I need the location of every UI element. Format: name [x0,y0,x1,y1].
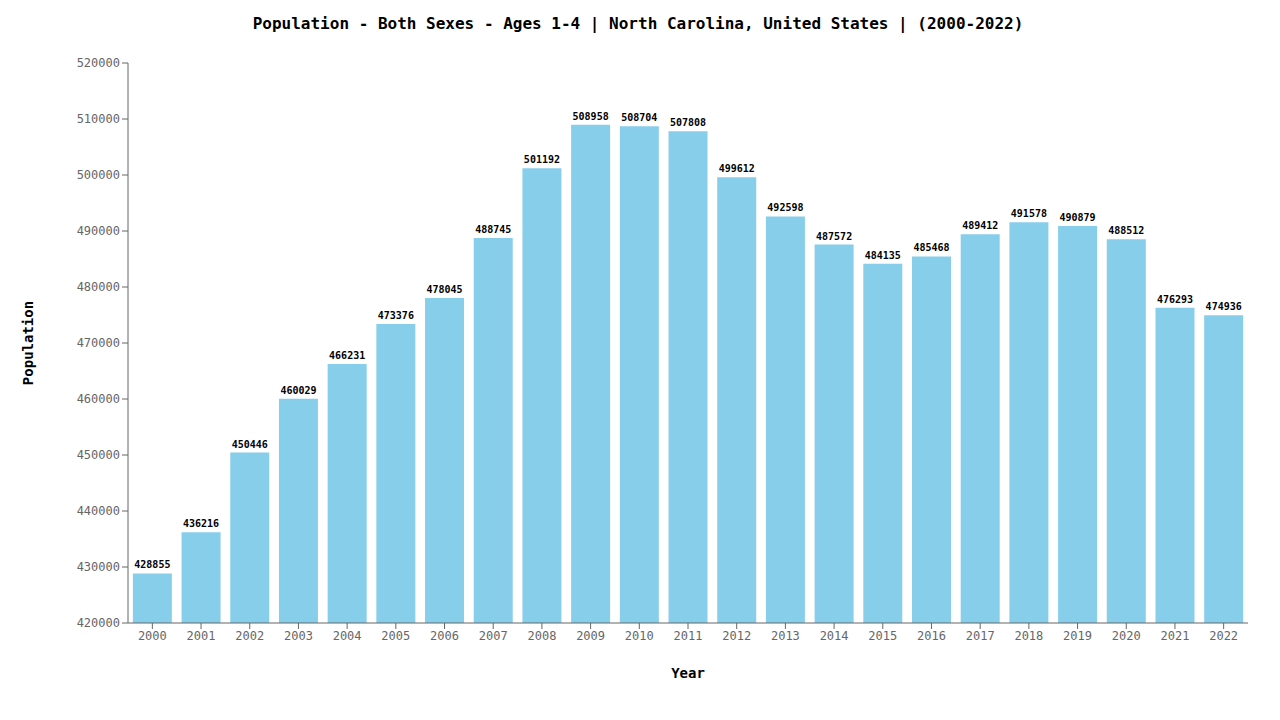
svg-text:491578: 491578 [1011,208,1047,219]
svg-text:428855: 428855 [134,559,170,570]
svg-text:476293: 476293 [1157,294,1193,305]
svg-text:478045: 478045 [426,284,462,295]
svg-text:500000: 500000 [77,168,120,182]
svg-text:490879: 490879 [1060,212,1096,223]
svg-text:488745: 488745 [475,224,511,235]
svg-text:2008: 2008 [527,629,556,643]
svg-text:2018: 2018 [1014,629,1043,643]
svg-text:2002: 2002 [235,629,264,643]
svg-text:501192: 501192 [524,154,560,165]
html-text:Population - Both Sexes - Ages: Population - Both Sexes - Ages 1-4 | Nor… [252,14,1024,33]
svg-text:2020: 2020 [1112,629,1141,643]
svg-text:508704: 508704 [621,112,657,123]
svg-text:2012: 2012 [722,629,751,643]
svg-text:2010: 2010 [625,629,654,643]
svg-text:499612: 499612 [719,163,755,174]
svg-text:2015: 2015 [868,629,897,643]
svg-text:510000: 510000 [77,112,120,126]
svg-text:488512: 488512 [1108,225,1144,236]
svg-text:487572: 487572 [816,231,852,242]
svg-text:2005: 2005 [381,629,410,643]
svg-text:492598: 492598 [767,202,803,213]
svg-text:420000: 420000 [77,616,120,630]
svg-text:2011: 2011 [674,629,703,643]
svg-text:480000: 480000 [77,280,120,294]
svg-text:440000: 440000 [77,504,120,518]
svg-text:430000: 430000 [77,560,120,574]
svg-text:450000: 450000 [77,448,120,462]
svg-text:2014: 2014 [820,629,849,643]
svg-text:Population: Population [20,301,36,385]
svg-text:485468: 485468 [913,242,949,253]
svg-text:2007: 2007 [479,629,508,643]
svg-text:474936: 474936 [1206,301,1242,312]
svg-text:2017: 2017 [966,629,995,643]
svg-text:470000: 470000 [77,336,120,350]
svg-text:2004: 2004 [333,629,362,643]
svg-text:2013: 2013 [771,629,800,643]
svg-text:450446: 450446 [232,439,268,450]
svg-text:466231: 466231 [329,350,365,361]
svg-text:2022: 2022 [1209,629,1238,643]
svg-text:520000: 520000 [77,56,120,70]
svg-text:2006: 2006 [430,629,459,643]
svg-text:2021: 2021 [1161,629,1190,643]
svg-text:2019: 2019 [1063,629,1092,643]
svg-text:2009: 2009 [576,629,605,643]
svg-text:2016: 2016 [917,629,946,643]
svg-text:489412: 489412 [962,220,998,231]
svg-text:460000: 460000 [77,392,120,406]
svg-text:2000: 2000 [138,629,167,643]
svg-text:2003: 2003 [284,629,313,643]
svg-text:2001: 2001 [187,629,216,643]
svg-text:490000: 490000 [77,224,120,238]
svg-text:484135: 484135 [865,250,901,261]
svg-text:436216: 436216 [183,518,219,529]
svg-text:508958: 508958 [573,111,609,122]
svg-text:507808: 507808 [670,117,706,128]
svg-text:460029: 460029 [280,385,316,396]
svg-text:Year: Year [671,665,705,681]
svg-text:473376: 473376 [378,310,414,321]
